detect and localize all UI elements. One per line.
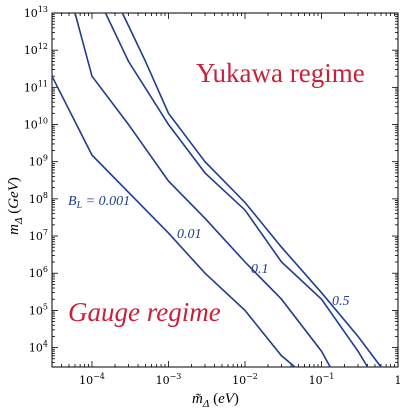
curve-series-2 (104, 12, 369, 368)
y-tick-label: 1011 (24, 79, 48, 94)
y-tick-label: 108 (29, 191, 48, 206)
x-axis-label: m̃Δ (eV) (192, 391, 239, 409)
x-tick-labels: 10−4 10−3 10−2 10−1 1 (79, 372, 401, 387)
curves (51, 12, 382, 368)
y-tick-label: 105 (29, 302, 48, 317)
y-tick-label: 1013 (24, 5, 48, 20)
yukawa-regime-label: Yukawa regime (196, 58, 365, 88)
curve-label-0-1: 0.1 (251, 262, 269, 277)
y-tick-label: 109 (29, 154, 48, 169)
tick-marks (51, 13, 398, 368)
curve-label-0-001: BL = 0.001 (68, 194, 130, 211)
x-tick-label: 10−4 (79, 372, 105, 387)
gauge-regime-label: Gauge regime (68, 297, 221, 327)
y-tick-label: 106 (29, 265, 48, 280)
y-tick-label: 1012 (24, 42, 48, 57)
curve-series-1 (74, 12, 331, 368)
curve-label-0-5: 0.5 (332, 294, 350, 309)
y-tick-labels: 104 105 106 107 108 109 1010 1011 1012 1013 (24, 5, 48, 355)
y-tick-label: 104 (29, 340, 48, 355)
x-tick-label: 1 (395, 374, 402, 387)
y-tick-label: 1010 (24, 117, 48, 132)
x-tick-label: 10−3 (156, 372, 182, 387)
curve-series-3 (121, 12, 382, 368)
curve-series-0 (51, 75, 296, 368)
x-tick-label: 10−1 (309, 372, 335, 387)
x-tick-label: 10−2 (232, 372, 258, 387)
plot-frame (51, 12, 399, 368)
y-axis-label: mΔ (GeV) (6, 177, 25, 235)
curve-label-0-01: 0.01 (177, 227, 202, 242)
y-tick-label: 107 (29, 228, 48, 243)
